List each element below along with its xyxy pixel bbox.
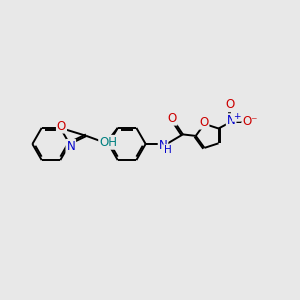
Text: O: O [57,120,66,133]
Text: O: O [199,116,208,129]
Text: O: O [167,112,177,125]
Text: O⁻: O⁻ [242,115,258,128]
Text: N: N [227,114,236,127]
Text: N: N [66,140,75,153]
Text: N: N [159,139,167,152]
Text: H: H [164,145,172,155]
Text: O: O [225,98,235,111]
Text: +: + [233,112,240,121]
Text: OH: OH [99,136,117,149]
